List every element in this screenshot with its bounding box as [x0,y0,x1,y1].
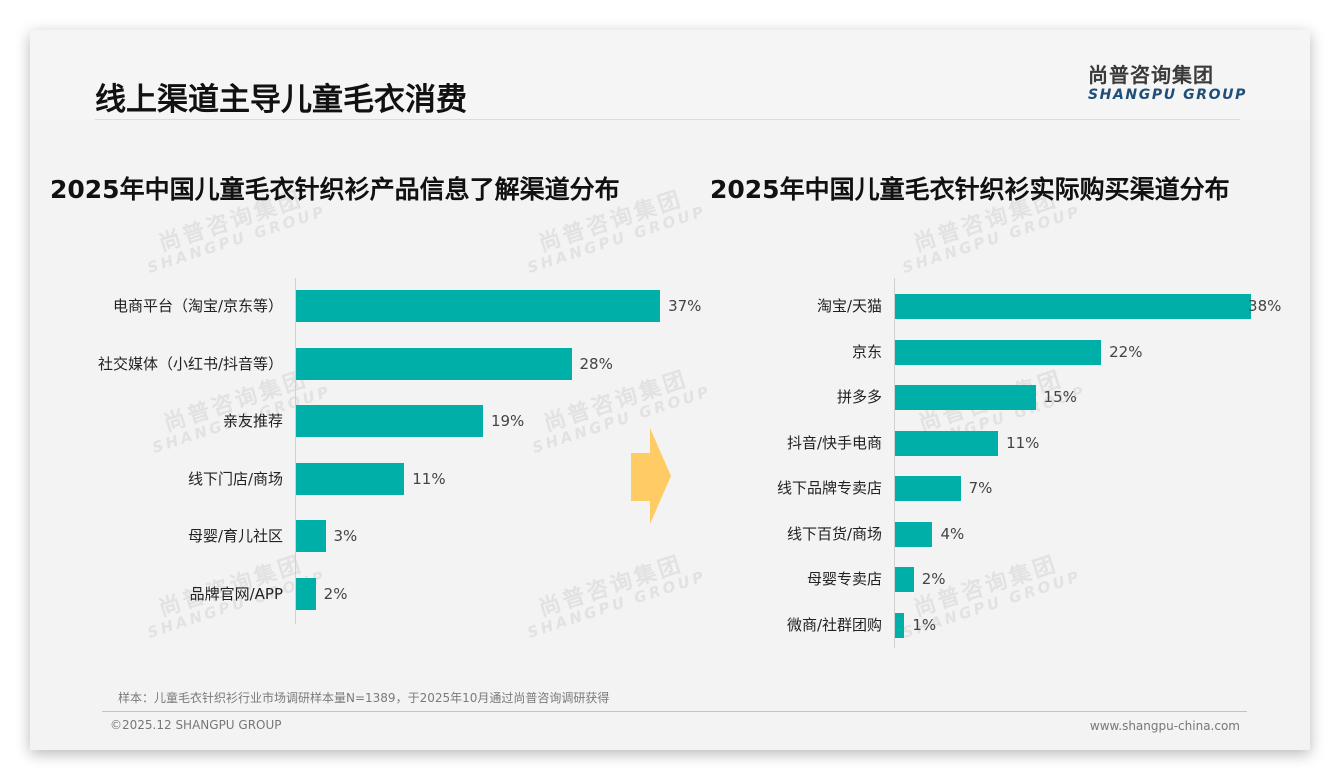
value-label: 37% [668,297,702,315]
category-label: 亲友推荐 [222,412,283,431]
bar [895,385,1036,410]
category-label: 电商平台（淘宝/京东等） [112,297,283,315]
bar-row: 线下品牌专卖店 7% [30,476,1310,501]
category-label: 抖音/快手电商 [786,433,882,452]
bar [895,567,914,592]
watermark-en: SHANGPU GROUP [145,202,329,278]
bar-row: 淘宝/天猫 38% [30,294,1310,319]
value-label: 28% [579,354,613,373]
right-chart-title: 2025年中国儿童毛衣针织衫实际购买渠道分布 [710,175,1230,204]
value-label: 38% [1248,297,1282,315]
category-axis [295,278,296,624]
watermark-en: SHANGPU GROUP [525,202,709,278]
value-label: 1% [912,615,937,634]
bar [296,290,661,322]
right-arrow-icon [631,428,671,524]
value-label: 11% [1006,433,1040,452]
value-label: 2% [323,585,348,603]
footer-divider [102,711,1247,712]
title-divider [95,119,1240,120]
value-label: 22% [1109,342,1143,361]
category-label: 拼多多 [836,388,882,406]
category-label: 母婴/育儿社区 [187,527,283,546]
category-label: 母婴专卖店 [806,570,882,588]
value-label: 11% [412,469,446,488]
category-label: 品牌官网/APP [189,585,283,603]
bar-row: 拼多多 15% [30,385,1310,410]
bar-row: 母婴专卖店 2% [30,567,1310,592]
bar [296,520,326,553]
logo-chinese: 尚普咨询集团 [1088,63,1214,87]
bar [895,521,933,547]
bar [895,294,1252,319]
bar-row: 微商/社群团购 1% [30,612,1310,638]
category-label: 线下百货/商场 [786,524,882,543]
value-label: 4% [940,524,965,543]
page-title: 线上渠道主导儿童毛衣消费 [95,82,467,118]
left-chart-title: 2025年中国儿童毛衣针织衫产品信息了解渠道分布 [50,175,620,204]
bar [296,462,405,495]
category-label: 社交媒体（小红书/抖音等） [97,354,283,373]
value-label: 7% [968,479,993,497]
category-label: 淘宝/天猫 [816,297,882,315]
bar [296,405,483,438]
bar-row: 亲友推荐 19% [30,405,1310,438]
copyright-text: ©2025.12 SHANGPU GROUP [110,718,282,732]
category-label: 微商/社群团购 [786,615,882,634]
value-label: 2% [921,570,946,588]
category-label: 线下品牌专卖店 [776,479,882,497]
value-label: 3% [333,527,358,546]
company-logo: 尚普咨询集团 SHANGPU GROUP [1088,63,1247,103]
bar [296,578,316,610]
bar-row: 线下百货/商场 4% [30,521,1310,547]
bar [895,476,961,501]
bar-row: 电商平台（淘宝/京东等） 37% [30,290,1310,322]
website-link[interactable]: www.shangpu-china.com [1089,719,1240,733]
watermark-en: SHANGPU GROUP [900,202,1084,278]
bar-row: 抖音/快手电商 11% [30,430,1310,456]
bar-row: 社交媒体（小红书/抖音等） 28% [30,347,1310,380]
category-axis [894,278,895,648]
value-label: 19% [490,412,525,431]
bar-row: 京东 22% [30,339,1310,365]
bar-row: 线下门店/商场 11% [30,462,1310,495]
logo-english: SHANGPU GROUP [1088,87,1247,103]
category-label: 线下门店/商场 [187,469,283,488]
sample-footnote: 样本：儿童毛衣针织衫行业市场调研样本量N=1389，于2025年10月通过尚普咨… [118,691,610,705]
bar [895,339,1102,365]
bar [296,347,572,380]
header-band [30,30,1310,120]
bar-row: 品牌官网/APP 2% [30,578,1310,610]
bar [895,430,999,456]
bar-row: 母婴/育儿社区 3% [30,520,1310,553]
category-label: 京东 [851,342,882,361]
bar [895,612,905,638]
slide: 线上渠道主导儿童毛衣消费 尚普咨询集团 SHANGPU GROUP 尚普咨询集团… [30,30,1310,750]
value-label: 15% [1043,388,1077,406]
